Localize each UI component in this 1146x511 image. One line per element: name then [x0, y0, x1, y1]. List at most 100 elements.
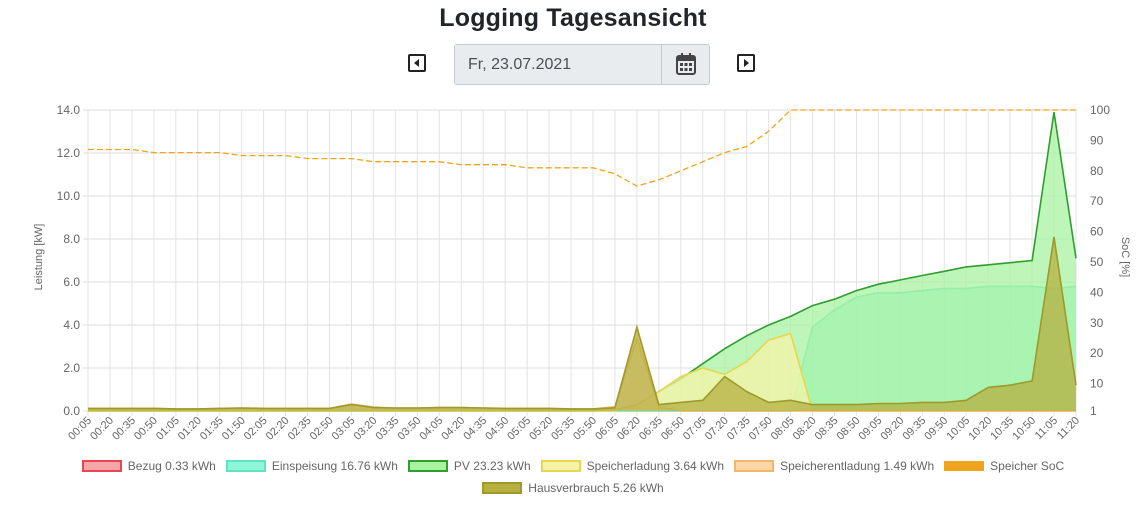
- x-tick: 04:50: [483, 415, 511, 443]
- x-tick: 10:35: [988, 415, 1016, 443]
- legend-item[interactable]: Einspeisung 16.76 kWh: [225, 459, 398, 473]
- y-tick-left: 0.0: [63, 404, 80, 418]
- legend-swatch: [944, 461, 985, 471]
- page-title: Logging Tagesansicht: [439, 4, 707, 32]
- x-tick: 03:50: [396, 415, 424, 443]
- y-tick-right: 40: [1090, 285, 1104, 299]
- prev-day-button[interactable]: [408, 54, 426, 72]
- x-tick: 01:50: [220, 415, 248, 443]
- calendar-icon: [676, 53, 696, 75]
- x-tick: 00:50: [132, 415, 160, 443]
- y-axis-right-label: SoC [%]: [1119, 237, 1131, 277]
- legend-label: Hausverbrauch 5.26 kWh: [528, 481, 664, 495]
- date-input[interactable]: [455, 45, 661, 84]
- x-tick: 09:20: [879, 415, 907, 443]
- x-tick: 04:35: [461, 415, 489, 443]
- x-tick: 01:05: [154, 415, 182, 443]
- x-tick: 07:50: [747, 415, 775, 443]
- y-tick-left: 2.0: [63, 361, 80, 375]
- x-tick: 03:35: [374, 415, 402, 443]
- x-tick: 06:05: [593, 415, 621, 443]
- x-tick: 00:05: [66, 415, 94, 443]
- x-tick: 05:20: [527, 415, 555, 443]
- date-picker: [454, 44, 710, 85]
- soc-line: [88, 109, 1076, 187]
- legend-item[interactable]: PV 23.23 kWh: [407, 459, 531, 473]
- legend-label: Speicher SoC: [990, 459, 1065, 473]
- legend-item[interactable]: Speicherladung 3.64 kWh: [540, 459, 725, 473]
- y-tick-right: 1: [1090, 404, 1097, 418]
- x-tick: 09:05: [857, 415, 885, 443]
- legend-swatch: [482, 482, 523, 494]
- caret-right-icon: [744, 59, 749, 67]
- chart-series: [88, 109, 1077, 412]
- legend-row: Bezug 0.33 kWh Einspeisung 16.76 kWh PV 23…: [0, 455, 1146, 477]
- y-tick-right: 60: [1090, 225, 1104, 239]
- x-tick: 04:20: [439, 415, 467, 443]
- legend-item[interactable]: Speicher SoC: [944, 459, 1064, 473]
- x-tick: 08:05: [769, 415, 797, 443]
- y-tick-right: 10: [1090, 377, 1104, 391]
- x-tick: 05:50: [571, 415, 599, 443]
- x-tick: 10:20: [966, 415, 994, 443]
- legend-label: Speicherladung 3.64 kWh: [586, 459, 725, 473]
- x-tick: 07:20: [703, 415, 731, 443]
- y-tick-right: 100: [1090, 103, 1110, 117]
- x-tick: 11:20: [1055, 415, 1082, 442]
- x-tick: 08:35: [813, 415, 841, 443]
- legend-label: Speicherentladung 1.49 kWh: [780, 459, 935, 473]
- x-tick: 07:35: [725, 415, 753, 443]
- x-tick: 05:05: [505, 415, 533, 443]
- x-tick: 09:35: [900, 415, 928, 443]
- y-axis-left-label: Leistung [kW]: [33, 224, 45, 291]
- x-tick: 07:05: [681, 415, 709, 443]
- calendar-button[interactable]: [661, 45, 709, 84]
- y-tick-left: 14.0: [57, 103, 81, 117]
- x-tick: 11:05: [1033, 415, 1060, 442]
- y-tick-left: 4.0: [63, 318, 80, 332]
- next-day-button[interactable]: [737, 54, 755, 72]
- y-tick-left: 10.0: [57, 189, 81, 203]
- x-tick: 09:50: [922, 415, 950, 443]
- x-tick: 01:35: [198, 415, 226, 443]
- legend-swatch: [225, 460, 266, 472]
- legend-swatch: [407, 460, 448, 472]
- legend-item[interactable]: Hausverbrauch 5.26 kWh: [482, 481, 664, 495]
- x-tick: 02:05: [242, 415, 270, 443]
- y-tick-right: 30: [1090, 316, 1104, 330]
- legend-label: Bezug 0.33 kWh: [127, 459, 216, 473]
- legend-row: Hausverbrauch 5.26 kWh: [0, 477, 1146, 499]
- y-tick-right: 20: [1090, 346, 1104, 360]
- x-tick: 02:20: [264, 415, 292, 443]
- power-chart: 0.0 2.0 4.0 6.0 8.0 10.0 12.0 14.0 1 10 20 30 40 50 60…: [33, 103, 1131, 443]
- legend-label: Einspeisung 16.76 kWh: [271, 459, 398, 473]
- x-tick: 10:05: [944, 415, 972, 443]
- y-tick-left: 12.0: [57, 146, 81, 160]
- x-tick: 10:50: [1010, 415, 1038, 443]
- x-tick: 01:20: [176, 415, 204, 443]
- series-area: [88, 112, 1076, 411]
- caret-left-icon: [414, 59, 419, 67]
- legend-item[interactable]: Speicherentladung 1.49 kWh: [734, 459, 934, 473]
- legend-swatch: [81, 460, 122, 472]
- y-tick-left: 6.0: [63, 275, 80, 289]
- x-tick: 05:35: [549, 415, 577, 443]
- y-tick-right: 50: [1090, 255, 1104, 269]
- y-tick-right: 80: [1090, 164, 1104, 178]
- legend-item[interactable]: Bezug 0.33 kWh: [81, 459, 216, 473]
- x-tick: 06:20: [615, 415, 643, 443]
- y-tick-right: 90: [1090, 133, 1104, 147]
- chart-legend: Bezug 0.33 kWh Einspeisung 16.76 kWh PV 23…: [0, 455, 1146, 499]
- legend-swatch: [540, 460, 581, 472]
- legend-label: PV 23.23 kWh: [453, 459, 531, 473]
- series-line: [88, 236, 1077, 410]
- y-tick-left: 8.0: [63, 232, 80, 246]
- x-tick: 03:05: [330, 415, 358, 443]
- legend-swatch: [734, 460, 775, 472]
- x-tick: 06:35: [637, 415, 665, 443]
- y-tick-right: 70: [1090, 194, 1104, 208]
- x-tick: 06:50: [659, 415, 687, 443]
- x-tick: 08:50: [835, 415, 863, 443]
- x-tick: 02:50: [308, 415, 336, 443]
- x-tick: 02:35: [286, 415, 314, 443]
